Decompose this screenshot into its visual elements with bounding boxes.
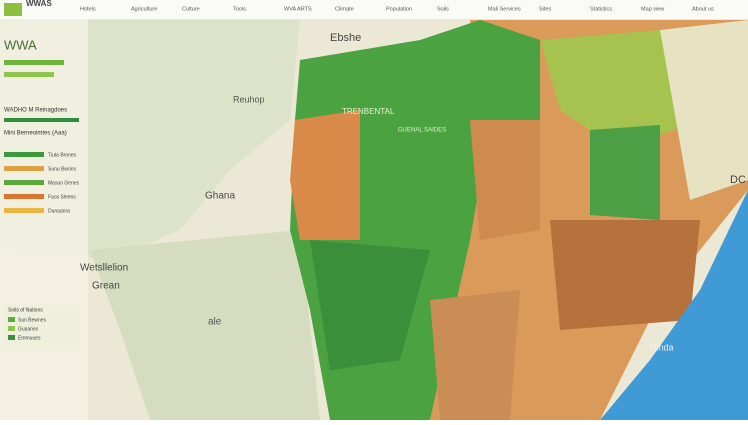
legend-swatch: [8, 335, 15, 340]
map-label: GUENAL SAIDES: [398, 128, 446, 134]
nav-item[interactable]: WVA ARTS: [284, 6, 312, 12]
legend-bar: [4, 60, 64, 65]
nav-item[interactable]: Population: [386, 6, 412, 12]
nav-item[interactable]: Climate: [335, 6, 354, 12]
map-label: Ghana: [205, 191, 235, 202]
nav-item[interactable]: About us: [692, 6, 714, 12]
legend-subheading: Mini Berneoimtes (Aaa): [4, 131, 67, 137]
region-mid-orange: [470, 120, 540, 240]
logo-icon: [4, 3, 22, 16]
legend-item: Dunaanra: [48, 208, 70, 214]
legend-title: WWA: [4, 37, 37, 52]
map-label: Hinda: [650, 342, 674, 352]
legend-swatch: [4, 194, 44, 199]
nav-item[interactable]: Sites: [539, 6, 551, 12]
legend-item: Tiuta Brnnes: [48, 152, 77, 158]
region-brown: [550, 220, 700, 330]
legend-heading: WADHO M Reinagdoes: [4, 108, 67, 114]
legend-item: Sun Bewnes: [18, 317, 47, 323]
region-dark-green: [310, 240, 430, 370]
legend-swatch: [4, 180, 44, 185]
sea: [600, 190, 748, 420]
region-west-orange: [290, 110, 360, 240]
region-far-east: [660, 20, 748, 200]
legend-swatch: [8, 326, 15, 331]
legend-swatch: [4, 208, 44, 213]
legend-swatch: [8, 317, 15, 322]
logo: WWAS: [26, 0, 52, 8]
nav-item[interactable]: Culture: [182, 6, 200, 12]
map-label: Grean: [92, 281, 120, 292]
nav-item[interactable]: Mali Services: [488, 6, 521, 12]
map-label: Ebshe: [330, 32, 361, 44]
nav-item[interactable]: Statistics: [590, 6, 612, 12]
land-southwest: [90, 230, 320, 420]
legend-item: Masun Genes: [48, 180, 80, 186]
legend-item: Faos Sleens: [48, 194, 76, 200]
header-bar: [0, 0, 748, 19]
legend-box: [4, 305, 80, 350]
nav-item[interactable]: Agriculture: [131, 6, 157, 12]
region-east-green: [590, 125, 660, 220]
legend-swatch: [4, 166, 44, 171]
legend-item: Emmuues: [18, 335, 41, 341]
legend-item: Guaanes: [18, 326, 39, 332]
nav-item[interactable]: Soils: [437, 6, 449, 12]
map-label: ale: [208, 317, 222, 328]
legend-bar: [4, 118, 79, 122]
map-label: TRENBENTAL: [342, 107, 395, 116]
map-label: DC: [730, 174, 746, 186]
map-label: Reuhop: [233, 94, 265, 104]
region-south-orange: [430, 290, 520, 420]
legend-bar: [4, 72, 54, 77]
legend-swatch: [4, 152, 44, 157]
legend-panel: [0, 19, 88, 420]
nav-item[interactable]: Hotels: [80, 6, 96, 12]
map-label: Wetsllelion: [80, 263, 128, 274]
nav-item[interactable]: Map view: [641, 6, 664, 12]
region-northeast: [540, 30, 700, 150]
legend-lower-title: Soils of Nations: [8, 307, 43, 313]
legend-item: Sunu Bwons: [48, 166, 77, 172]
nav-item[interactable]: Tools: [233, 6, 246, 12]
